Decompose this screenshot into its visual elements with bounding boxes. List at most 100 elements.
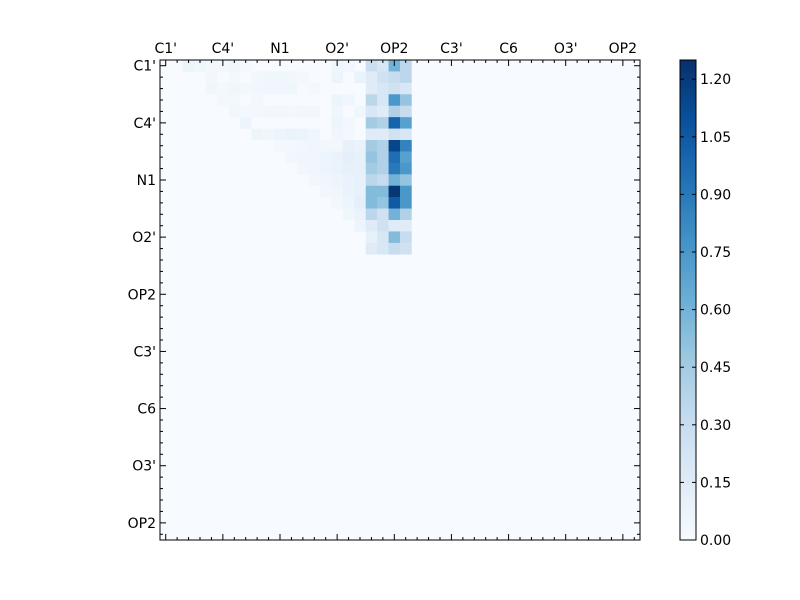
heatmap-cell xyxy=(365,197,378,209)
heatmap-cell xyxy=(388,197,401,209)
heatmap-cell xyxy=(400,220,412,232)
heatmap-cell xyxy=(274,140,287,152)
heatmap-cell xyxy=(377,162,389,175)
heatmap-cell xyxy=(240,82,252,95)
y-tick-label: O2' xyxy=(132,230,156,246)
heatmap-cell xyxy=(377,128,389,141)
heatmap-cell xyxy=(331,105,344,118)
heatmap-cell xyxy=(365,231,378,244)
heatmap-cells xyxy=(160,60,640,540)
heatmap-cell xyxy=(205,60,218,72)
heatmap-cell xyxy=(377,151,389,164)
heatmap-cell xyxy=(297,151,309,164)
heatmap-cell xyxy=(365,174,378,187)
x-tick-label: O2' xyxy=(325,41,349,57)
heatmap-cell xyxy=(274,128,287,141)
heatmap-cell xyxy=(377,220,389,232)
heatmap-cell xyxy=(217,94,229,107)
heatmap-cell xyxy=(331,174,344,187)
heatmap-cell xyxy=(400,162,412,175)
heatmap-cell xyxy=(342,208,355,221)
heatmap-cell xyxy=(365,220,378,232)
heatmap-cell xyxy=(388,105,401,118)
heatmap-cell xyxy=(297,140,309,152)
heatmap-cell xyxy=(388,208,401,221)
y-tick-label: C3' xyxy=(133,344,156,360)
heatmap-cell xyxy=(377,140,389,152)
heatmap-cell xyxy=(377,242,389,255)
heatmap-cell xyxy=(240,105,252,118)
x-tick-label: C6 xyxy=(499,41,518,57)
heatmap-cell xyxy=(377,60,389,72)
colorbar-tick-label: 0.00 xyxy=(700,533,731,549)
heatmap-cell xyxy=(331,185,344,198)
axis-tick-labels: C1' C4' N1 O2' OP2 C3' C6 O3' OP2 C1' C4' N1 O2' OP2 C… xyxy=(128,41,637,532)
heatmap-cell xyxy=(365,140,378,152)
heatmap-cell xyxy=(228,105,241,118)
heatmap-cell xyxy=(342,174,355,187)
y-tick-label: C1' xyxy=(133,59,156,75)
heatmap-cell xyxy=(320,185,332,198)
heatmap-cell xyxy=(182,60,195,72)
heatmap-cell xyxy=(331,128,344,141)
colorbar-ticks: 0.00 0.15 0.30 0.45 0.60 0.75 0.90 1.05 1.20 xyxy=(680,72,731,549)
heatmap-cell xyxy=(354,197,367,209)
heatmap-cell xyxy=(308,128,321,141)
colorbar-tick-label: 0.60 xyxy=(700,303,731,319)
colorbar-tick-label: 1.20 xyxy=(700,72,731,88)
heatmap-cell xyxy=(342,140,355,152)
heatmap-cell xyxy=(365,82,378,95)
heatmap-cell xyxy=(285,140,298,152)
heatmap-cell xyxy=(377,94,389,107)
plot-frame xyxy=(159,59,641,541)
heatmap-cell xyxy=(251,71,264,84)
heatmap-cell xyxy=(285,105,298,118)
heatmap-cell xyxy=(388,140,401,152)
heatmap-cell xyxy=(354,185,367,198)
heatmap-cell xyxy=(354,71,367,84)
heatmap-cell xyxy=(228,82,241,95)
y-tick-label: N1 xyxy=(137,173,156,189)
heatmap-cell xyxy=(331,117,344,129)
heatmap-cell xyxy=(285,151,298,164)
heatmap-cell xyxy=(377,197,389,209)
heatmap-cell xyxy=(400,242,412,255)
heatmap-cell xyxy=(354,151,367,164)
heatmap-cell xyxy=(228,60,241,72)
heatmap-cell xyxy=(365,60,378,72)
heatmap-cell xyxy=(285,128,298,141)
y-tick-label: OP2 xyxy=(128,516,156,532)
heatmap-cell xyxy=(400,151,412,164)
heatmap-cell xyxy=(400,105,412,118)
heatmap-cell xyxy=(205,71,218,84)
heatmap-cell xyxy=(377,71,389,84)
heatmap-cell xyxy=(342,128,355,141)
heatmap-cell xyxy=(308,162,321,175)
heatmap-cell xyxy=(400,60,412,72)
x-tick-label: OP2 xyxy=(609,41,637,57)
heatmap-cell xyxy=(331,71,344,84)
heatmap-cell xyxy=(320,162,332,175)
heatmap-cell xyxy=(320,174,332,187)
heatmap-cell xyxy=(342,162,355,175)
heatmap-cell xyxy=(342,185,355,198)
heatmap-cell xyxy=(388,128,401,141)
heatmap-cell xyxy=(354,140,367,152)
heatmap-cell xyxy=(308,105,321,118)
x-tick-label: C4' xyxy=(212,41,235,57)
heatmap-cell xyxy=(285,71,298,84)
heatmap-cell xyxy=(251,128,264,141)
axis-ticks xyxy=(160,60,640,540)
heatmap-cell xyxy=(400,185,412,198)
x-tick-label: O3' xyxy=(554,41,578,57)
heatmap-cell xyxy=(365,151,378,164)
heatmap-cell xyxy=(365,71,378,84)
y-tick-label: C4' xyxy=(133,116,156,132)
x-tick-label: OP2 xyxy=(380,41,408,57)
heatmap-cell xyxy=(285,82,298,95)
heatmap-cell xyxy=(365,185,378,198)
heatmap-cell xyxy=(342,94,355,107)
heatmap-cell xyxy=(388,231,401,244)
heatmap-cell xyxy=(388,117,401,129)
